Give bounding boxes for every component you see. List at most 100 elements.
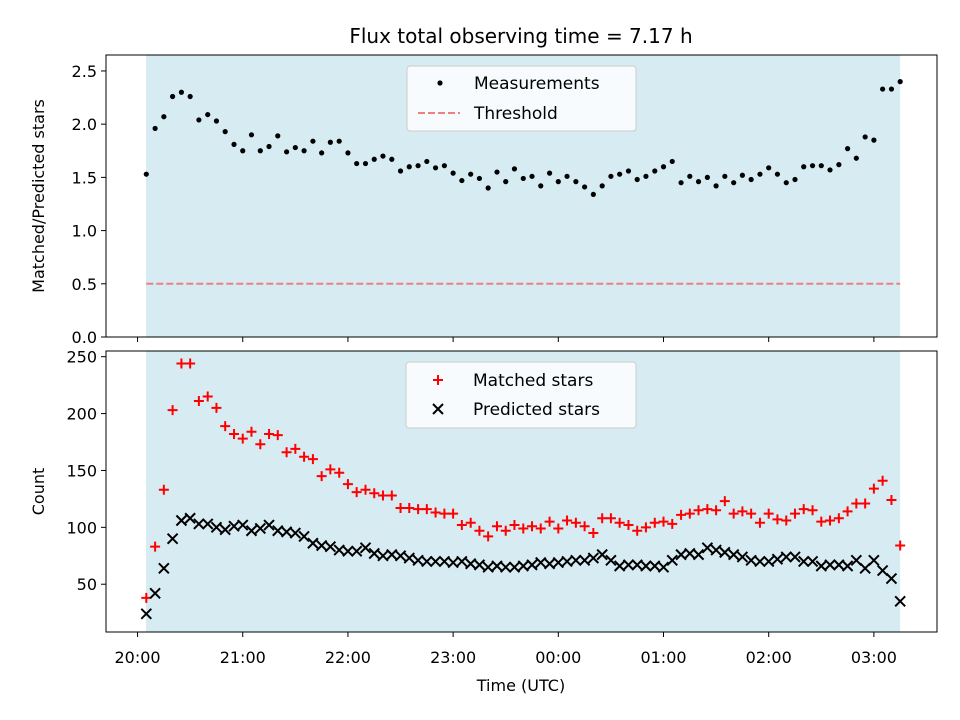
matched-star-point — [272, 430, 283, 441]
measurement-point — [897, 79, 903, 85]
measurement-point — [660, 164, 667, 170]
predicted-star-point — [692, 548, 705, 561]
y-tick-label: 150 — [66, 461, 97, 480]
matched-star-point — [684, 508, 695, 519]
matched-star-point — [553, 523, 564, 534]
predicted-star-point — [263, 519, 275, 531]
predicted-star-point — [771, 553, 784, 565]
y-tick-label: 0.0 — [72, 328, 97, 347]
ratio-x-ticks — [137, 337, 875, 342]
measurement-point — [766, 165, 772, 171]
measurement-point — [345, 150, 351, 156]
predicted-star-point — [666, 554, 678, 567]
matched-star-point — [658, 516, 669, 527]
predicted-star-point — [342, 545, 354, 557]
measurement-point — [678, 180, 684, 186]
measurement-point — [266, 143, 272, 150]
measurement-point — [284, 149, 290, 155]
measurement-point — [231, 141, 237, 147]
measurement-point — [836, 162, 842, 168]
predicted-star-point — [394, 550, 407, 562]
matched-star-point — [640, 522, 651, 533]
matched-star-point — [895, 540, 906, 551]
x-tick-label: 01:00 — [640, 648, 686, 667]
matched-star-point — [141, 592, 152, 603]
matched-star-point — [474, 525, 485, 536]
matched-star-point — [150, 541, 161, 552]
measurement-point — [625, 168, 632, 174]
predicted-star-point — [727, 548, 740, 561]
matched-star-point — [676, 509, 687, 520]
matched-star-point — [334, 467, 345, 478]
matched-star-point — [299, 451, 310, 462]
legend-measurements-marker — [437, 80, 443, 86]
predicted-star-point — [596, 548, 608, 561]
predicted-star-point — [622, 559, 635, 571]
matched-star-point — [413, 504, 424, 515]
ratio-legend-box — [406, 65, 637, 132]
matched-star-point — [246, 426, 257, 437]
predicted-star-point — [158, 562, 170, 574]
matched-star-point — [632, 525, 643, 536]
matched-star-point — [421, 504, 432, 515]
measurement-point — [441, 163, 447, 169]
measurement-point — [240, 148, 246, 154]
matched-star-point — [886, 495, 897, 506]
measurement-point — [669, 158, 675, 165]
matched-star-point — [798, 504, 809, 515]
matched-star-point — [202, 391, 213, 402]
predicted-star-point — [210, 521, 223, 534]
measurement-point — [687, 173, 693, 179]
matched-star-point — [737, 506, 748, 517]
measurement-point — [169, 93, 176, 100]
matched-star-point — [264, 429, 275, 440]
measurement-point — [362, 160, 369, 167]
predicted-star-point — [841, 560, 854, 572]
measurement-point — [844, 146, 851, 152]
measurement-point — [476, 175, 483, 182]
measurement-point — [801, 164, 807, 170]
x-tick-label: 00:00 — [535, 648, 581, 667]
matched-star-point — [185, 358, 196, 369]
x-tick-label: 23:00 — [430, 648, 476, 667]
measurement-point — [275, 133, 281, 139]
matched-star-point — [562, 515, 573, 526]
matched-star-point — [754, 517, 765, 528]
matched-star-point — [746, 508, 757, 519]
measurement-point — [722, 173, 728, 179]
measurement-point — [862, 134, 868, 140]
x-tick-label: 22:00 — [325, 648, 371, 667]
matched-star-point — [579, 521, 590, 532]
measurement-point — [310, 138, 316, 144]
measurement-point — [178, 89, 185, 95]
matched-star-point — [825, 515, 836, 526]
matched-star-point — [351, 487, 362, 498]
measurement-point — [432, 165, 439, 171]
matched-star-point — [491, 521, 502, 532]
measurement-point — [319, 150, 325, 156]
measurement-point — [713, 183, 719, 189]
measurement-point — [143, 171, 149, 177]
measurement-point — [739, 172, 745, 178]
measurement-point — [503, 179, 509, 185]
measurement-point — [485, 185, 491, 191]
x-tick-label: 20:00 — [115, 648, 161, 667]
measurement-point — [354, 160, 360, 167]
y-tick-label: 2.0 — [72, 115, 97, 134]
measurement-point — [161, 114, 167, 120]
matched-star-point — [702, 504, 713, 515]
chart-title: Flux total observing time = 7.17 h — [349, 24, 692, 48]
matched-star-point — [395, 502, 406, 513]
measurement-point — [599, 183, 605, 189]
matched-star-point — [518, 523, 529, 534]
predicted-star-point — [237, 519, 249, 531]
measurement-point — [459, 177, 465, 184]
matched-star-point — [649, 517, 660, 528]
count-y-axis: 50 100 150 200 250 — [66, 348, 106, 594]
measurement-point — [248, 132, 255, 138]
ratio-y-axis-label: Matched/Predicted stars — [29, 99, 48, 293]
count-legend: Matched stars Predicted stars — [405, 361, 637, 429]
predicted-star-point — [368, 547, 380, 560]
predicted-star-point — [350, 545, 363, 557]
measurement-point — [695, 179, 702, 185]
